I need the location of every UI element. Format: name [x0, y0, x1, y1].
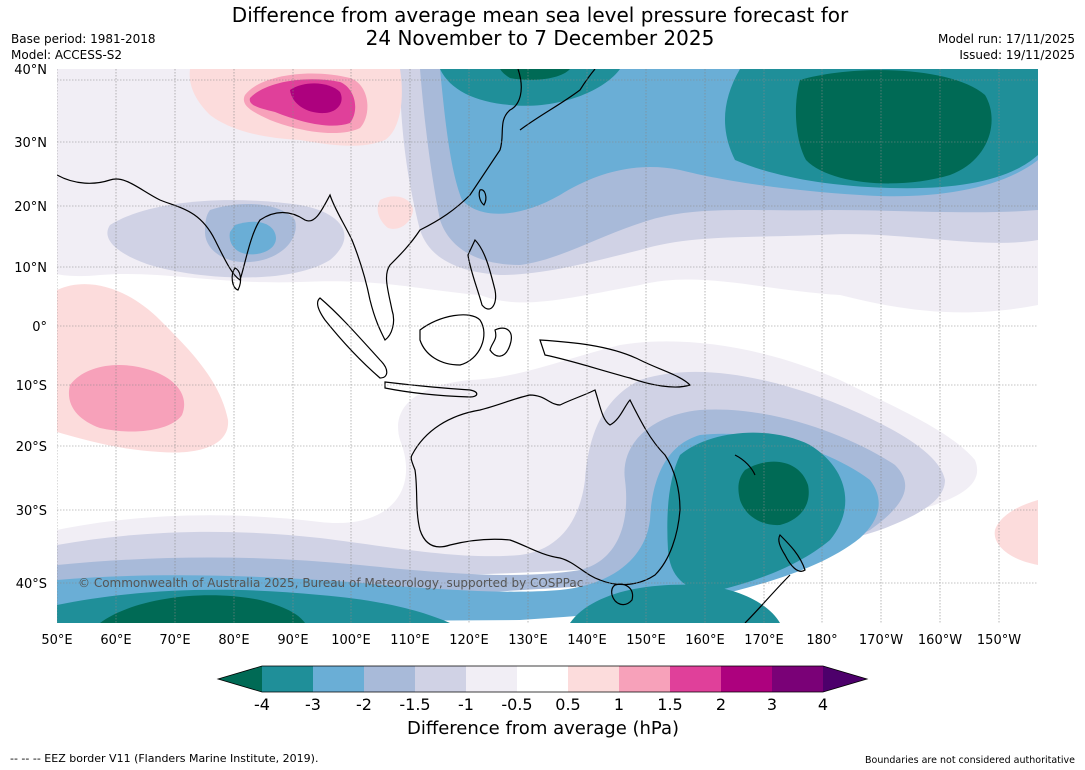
lat-label: 10°N — [14, 261, 47, 276]
boundary-disclaimer: Boundaries are not considered authoritat… — [865, 755, 1075, 766]
colorbar-segment — [262, 666, 313, 692]
map-title: Difference from average mean sea level p… — [170, 4, 910, 50]
lat-label: 30°S — [16, 504, 47, 519]
colorbar-tick: -1 — [458, 695, 474, 714]
lon-label: 110°E — [390, 633, 430, 648]
coast-tasmania — [611, 583, 634, 606]
coast-asia — [57, 69, 522, 341]
colorbar-tick: 0.5 — [555, 695, 580, 714]
coast-australia — [410, 389, 681, 586]
colorbar-title: Difference from average (hPa) — [406, 718, 680, 739]
contour-minus-3-south — [57, 432, 846, 623]
coast-new-zealand-south — [744, 574, 791, 623]
lon-label: 170°E — [744, 633, 784, 648]
coast-new-caledonia — [734, 454, 756, 476]
model-run: Model run: 17/11/2025 — [937, 32, 1075, 46]
lon-label: 180° — [806, 633, 837, 648]
colorbar-tick: -4 — [254, 695, 270, 714]
meta-left: Base period: 1981-2018 Model: ACCESS-S2 — [11, 31, 156, 63]
colorbar-segment — [313, 666, 364, 692]
colorbar-segment — [364, 666, 415, 692]
contour-plus-2-china — [290, 83, 342, 114]
lon-label: 100°E — [331, 633, 371, 648]
colorbar-tick: 3 — [767, 695, 777, 714]
issued-date: Issued: 19/11/2025 — [959, 48, 1075, 62]
colorbar-outline — [216, 665, 869, 693]
title-line-2: 24 November to 7 December 2025 — [365, 26, 715, 50]
colorbar-below-min — [218, 666, 262, 692]
contour-plus-0.5-vietnam — [377, 196, 413, 229]
pressure-anomaly-map: © Commonwealth of Australia 2025, Bureau… — [14, 63, 1038, 648]
lat-label: 0° — [32, 320, 47, 335]
contour-minus-2-bay — [229, 221, 276, 255]
coast-taiwan — [478, 189, 487, 206]
lon-label: 80°E — [218, 633, 249, 648]
eez-note: -- -- -- EEZ border V11 (Flanders Marine… — [10, 752, 319, 765]
contour-minus-4-north — [500, 69, 992, 184]
colorbar-segment — [466, 666, 517, 692]
colorbar-tick: -0.5 — [501, 695, 532, 714]
lat-label: 20°N — [14, 200, 47, 215]
lon-label: 50°E — [41, 633, 72, 648]
coast-borneo — [419, 314, 485, 366]
meta-right: Model run: 17/11/2025 Issued: 19/11/2025 — [938, 31, 1075, 63]
colorbar-above-max — [823, 666, 867, 692]
copyright-credit: © Commonwealth of Australia 2025, Bureau… — [78, 576, 583, 590]
coast-japan — [519, 69, 596, 131]
coast-philippines — [467, 238, 497, 310]
coast-new-zealand-north — [778, 534, 806, 572]
colorbar-tick: -3 — [305, 695, 321, 714]
lat-label: 40°N — [14, 63, 47, 78]
colorbar-segment — [517, 666, 568, 692]
latitude-labels: 40°N 30°N 20°N 10°N 0° 10°S 20°S 30°S 40… — [14, 63, 47, 592]
colorbar-segment — [670, 666, 721, 692]
lon-label: 60°E — [100, 633, 131, 648]
lon-label: 90°E — [277, 633, 308, 648]
contour-minus-4-south — [100, 461, 809, 623]
lon-label: 150°E — [626, 633, 666, 648]
colorbar-ticks: -4 -3 -2 -1.5 -1 -0.5 0.5 1 1.5 2 3 4 — [254, 695, 828, 714]
graticule — [57, 69, 1038, 623]
lon-label: 160°W — [918, 633, 962, 648]
lon-label: 120°E — [449, 633, 489, 648]
lon-label: 140°E — [567, 633, 607, 648]
colorbar-segment — [619, 666, 670, 692]
lon-label: 70°E — [159, 633, 190, 648]
lat-label: 40°S — [16, 577, 47, 592]
base-period: Base period: 1981-2018 — [11, 32, 156, 46]
lon-label: 170°W — [859, 633, 903, 648]
lon-label: 130°E — [508, 633, 548, 648]
colorbar-segment — [415, 666, 466, 692]
colorbar-segment — [721, 666, 772, 692]
colorbar-tick: 4 — [818, 695, 828, 714]
colorbar-tick: -2 — [356, 695, 372, 714]
colorbar: -4 -3 -2 -1.5 -1 -0.5 0.5 1 1.5 2 3 4 — [216, 665, 869, 714]
colorbar-tick: 1.5 — [657, 695, 682, 714]
colorbar-tick: -1.5 — [399, 695, 430, 714]
map-field — [57, 69, 1038, 623]
model-name: Model: ACCESS-S2 — [11, 48, 123, 62]
lat-label: 20°S — [16, 440, 47, 455]
colorbar-tick: 1 — [614, 695, 624, 714]
colorbar-segments — [216, 665, 869, 693]
coastlines — [57, 69, 806, 623]
colorbar-segment — [772, 666, 823, 692]
colorbar-tick: 2 — [716, 695, 726, 714]
contour-plus-1-indian-ocean — [68, 365, 185, 432]
lat-label: 10°S — [16, 379, 47, 394]
lat-label: 30°N — [14, 136, 47, 151]
contour-plus-0.5-east-pacific — [994, 500, 1038, 565]
colorbar-segment — [568, 666, 619, 692]
coast-java — [384, 381, 478, 398]
coast-sulawesi — [489, 327, 512, 357]
longitude-labels: 50°E 60°E 70°E 80°E 90°E 100°E 110°E 120… — [41, 633, 1021, 648]
lon-label: 150°W — [977, 633, 1021, 648]
coast-sumatra — [316, 297, 388, 379]
title-line-1: Difference from average mean sea level p… — [231, 3, 849, 27]
coast-srilanka — [231, 267, 242, 291]
lon-label: 160°E — [685, 633, 725, 648]
